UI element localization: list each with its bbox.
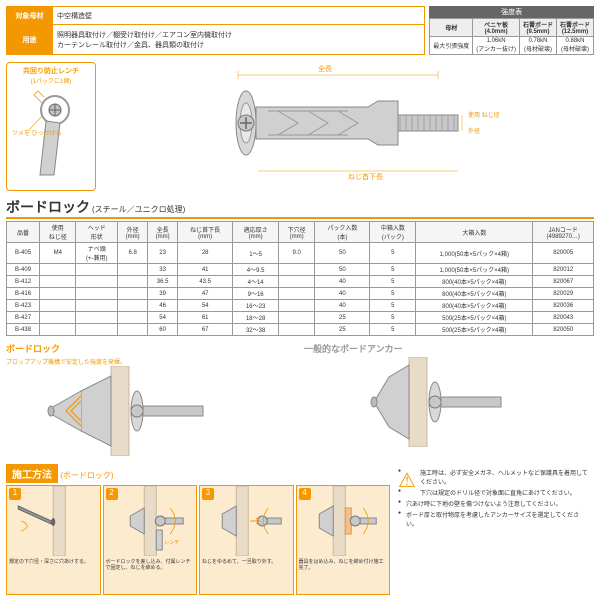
- step-number: 3: [202, 488, 214, 500]
- warning-box: ⚠ 施工時は、必ず安全メガネ、ヘルメットなど保護具を着用してください。下穴は規定…: [394, 464, 594, 595]
- svg-text:ツメを ひっかける: ツメを ひっかける: [12, 130, 62, 137]
- svg-text:全長: 全長: [318, 64, 332, 73]
- wrench-title: 共回り防止レンチ: [10, 66, 92, 76]
- install-step: 3 ねじをゆるめて、一旦取り外す。: [199, 485, 294, 595]
- spec-header: ねじ首下長 (mm): [178, 222, 233, 243]
- step-number: 1: [9, 488, 21, 500]
- spec-header: 使用 ねじ径: [40, 222, 76, 243]
- install-title: 施工方法: [6, 464, 58, 483]
- spec-header: ヘッド 形状: [76, 222, 118, 243]
- spec-row: B-40933414～9.55051,000(50本×5パック×4箱)82001…: [7, 264, 594, 276]
- step-text: 規定の下穴径・深さに穴あけする。: [7, 558, 100, 566]
- step-text: 器具をはめ込み、ねじを締め付け施工完了。: [297, 558, 390, 572]
- spec-row: B-438606732～38255500(25本×5パック×4箱)820050: [7, 324, 594, 336]
- spec-header: 中箱入数 (パック): [370, 222, 416, 243]
- svg-text:ねじ首下長: ねじ首下長: [348, 172, 383, 181]
- product-title-bar: ボードロック (スチール／ユニクロ処理): [6, 197, 594, 219]
- warning-item: 下穴は規定のドリル径で対象面に直角にあけてください。: [398, 488, 590, 497]
- spec-table: 品番使用 ねじ径ヘッド 形状外径 (mm)全長 (mm)ねじ首下長 (mm)適応…: [6, 221, 594, 336]
- step-number: 2: [106, 488, 118, 500]
- use-label: 用途: [7, 25, 53, 55]
- install-step: 1 規定の下穴径・深さに穴あけする。: [6, 485, 101, 595]
- strength-table: 母材ベニヤ板 (4.0mm)石膏ボード (9.5mm)石膏ボード (12.5mm…: [429, 18, 594, 55]
- spec-header: 適応厚さ (mm): [233, 222, 279, 243]
- spec-row: B-405M4ナベ頭 (+-兼用)6.823281～59.05051,000(5…: [7, 243, 594, 264]
- spec-header: JANコード (4989270…): [533, 222, 594, 243]
- spec-header: 大箱入数: [416, 222, 533, 243]
- step-text: ボードロックを差し込み、付属レンチで固定し、ねじを締める。: [104, 558, 197, 572]
- compare-diagram-1: [6, 366, 296, 456]
- step-text: ねじをゆるめて、一旦取り外す。: [200, 558, 293, 566]
- target-label: 対象母材: [7, 7, 53, 25]
- spec-row: B-41639479～16405800(40本×5パック×4箱)820029: [7, 288, 594, 300]
- spec-header: 品番: [7, 222, 40, 243]
- step-number: 4: [299, 488, 311, 500]
- warning-item: 穴あけ時に下地の壁を傷つけないよう注意してください。: [398, 499, 590, 508]
- svg-text:外径: 外径: [468, 127, 480, 135]
- spec-header: 全長 (mm): [148, 222, 178, 243]
- compare-sub-1: プロップアップ機構で安定した強度を発揮。: [6, 357, 296, 366]
- spec-row: B-427546118～28255500(25本×5パック×4箱)820043: [7, 312, 594, 324]
- target-val: 中空構造壁: [53, 7, 425, 25]
- product-name: ボードロック: [6, 197, 90, 217]
- compare-title-2: 一般的なボードアンカー: [304, 342, 594, 355]
- install-step: 2 レンチボードロックを差し込み、付属レンチで固定し、ねじを締める。: [103, 485, 198, 595]
- svg-text:使用 ねじ径: 使用 ねじ径: [468, 111, 500, 119]
- main-anchor-diagram: 全長 使用 ねじ径 外径 ねじ首下長: [102, 61, 594, 191]
- spec-row: B-41236.543.54～14405800(40本×5パック×4箱)8200…: [7, 276, 594, 288]
- warning-item: ボード厚と取付物厚を考慮したアンカーサイズを選定してください。: [398, 510, 590, 528]
- wrench-box: 共回り防止レンチ (1パックに1個) ツメを ひっかける: [6, 62, 96, 191]
- install-sub: (ボードロック): [60, 471, 113, 480]
- use-val: 照明器具取付け／棚受け取付け／エアコン室内機取付け カーテンレール取付け／金具、…: [53, 25, 425, 55]
- compare-title-1: ボードロック: [6, 342, 296, 355]
- spec-header: 下穴径 (mm): [279, 222, 315, 243]
- compare-diagram-2: [304, 357, 594, 447]
- warning-item: 施工時は、必ず安全メガネ、ヘルメットなど保護具を着用してください。: [398, 468, 590, 486]
- strength-title: 強度表: [429, 6, 594, 18]
- wrench-sub: (1パックに1個): [10, 76, 92, 85]
- spec-row: B-423465416～23405800(40本×5パック×4箱)820036: [7, 300, 594, 312]
- wrench-diagram: ツメを ひっかける: [10, 85, 90, 185]
- info-table: 対象母材中空構造壁 用途照明器具取付け／棚受け取付け／エアコン室内機取付け カー…: [6, 6, 425, 55]
- spec-header: 外径 (mm): [118, 222, 148, 243]
- spec-header: パック入数 (本): [315, 222, 370, 243]
- svg-text:レンチ: レンチ: [164, 540, 179, 546]
- product-material: (スチール／ユニクロ処理): [92, 204, 185, 215]
- install-step: 4 器具をはめ込み、ねじを締め付け施工完了。: [296, 485, 391, 595]
